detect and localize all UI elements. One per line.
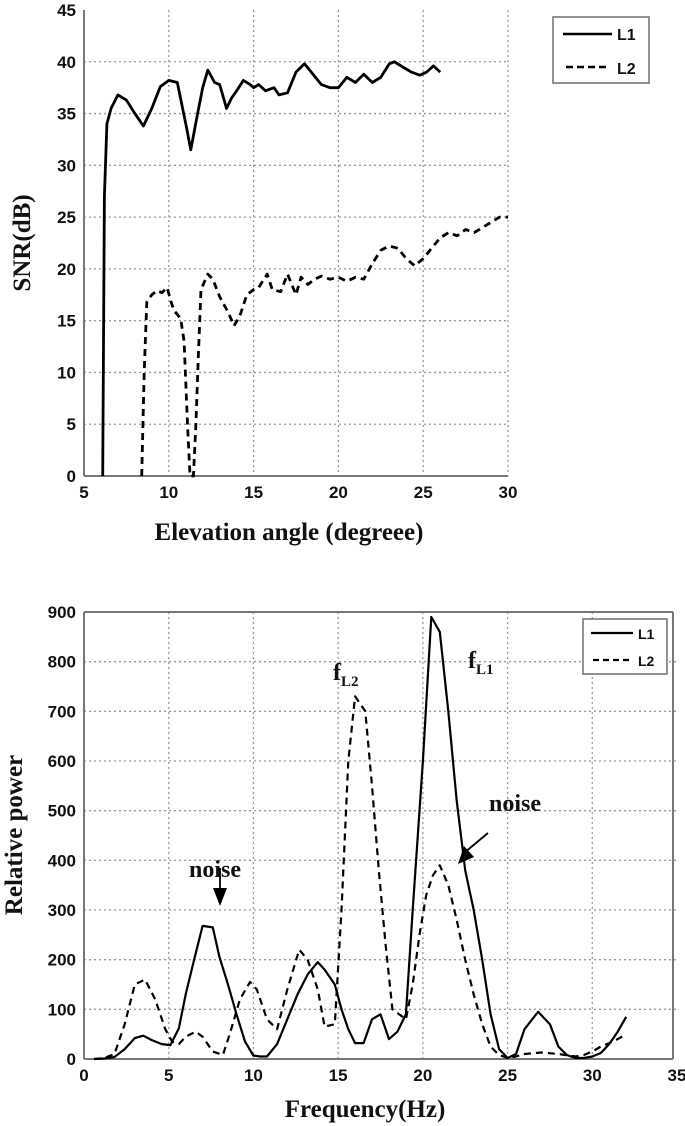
y-tick-label: 200 [48, 951, 76, 970]
y-tick-label: 5 [67, 415, 76, 434]
power-legend-l2: L2 [638, 653, 655, 669]
x-tick-label: 20 [329, 483, 348, 502]
y-tick-label: 100 [48, 1000, 76, 1019]
x-tick-label: 15 [329, 1066, 348, 1085]
x-tick-label: 25 [498, 1066, 517, 1085]
snr-legend-l1: L1 [617, 27, 636, 44]
snr-legend-l2: L2 [617, 61, 636, 78]
power-y-ticks: 0 100 200 300 400 500 600 700 800 900 [48, 603, 76, 1069]
y-tick-label: 10 [57, 363, 76, 382]
y-tick-label: 400 [48, 851, 76, 870]
arrow-diagonal-icon [458, 832, 489, 864]
snr-x-axis-label: Elevation angle (degreee) [155, 519, 424, 546]
y-tick-label: 800 [48, 653, 76, 672]
power-x-axis-label: Frequency(Hz) [285, 1096, 446, 1123]
y-tick-label: 0 [67, 467, 76, 486]
power-legend-box [582, 618, 668, 675]
power-x-ticks: 0 5 10 15 20 25 30 35 [79, 1066, 685, 1085]
power-legend-l1: L1 [638, 626, 655, 642]
x-tick-label: 25 [414, 483, 433, 502]
y-tick-label: 20 [57, 260, 76, 279]
power-series-l2 [94, 695, 627, 1061]
y-tick-label: 900 [48, 603, 76, 622]
snr-series-l1 [101, 60, 442, 477]
snr-y-ticks: 0 5 10 15 20 25 30 35 40 45 [57, 1, 76, 486]
x-tick-label: 35 [668, 1066, 685, 1085]
snr-x-ticks: 5 10 15 20 25 30 [79, 483, 517, 502]
x-tick-label: 10 [159, 483, 178, 502]
y-tick-label: 0 [67, 1050, 76, 1069]
x-tick-label: 30 [583, 1066, 602, 1085]
x-tick-label: 10 [244, 1066, 263, 1085]
y-tick-label: 35 [57, 105, 76, 124]
annotation-noise-right: noise [489, 791, 541, 817]
annotation-noise-left: noise [189, 857, 241, 883]
power-series-l1 [94, 615, 628, 1061]
snr-legend: L1 L2 [552, 16, 650, 84]
power-spectrum-chart: 0 100 200 300 400 500 600 700 800 900 0 5 10 15 20 25 3… [1, 603, 685, 1123]
snr-grid [84, 10, 509, 476]
y-tick-label: 700 [48, 702, 76, 721]
snr-plot-frame [84, 10, 508, 476]
y-tick-label: 500 [48, 802, 76, 821]
power-y-axis-label: Relative power [1, 755, 28, 915]
arrow-down-icon [213, 868, 227, 906]
y-tick-label: 15 [57, 312, 76, 331]
power-legend: L1 L2 [582, 618, 668, 675]
power-grid [84, 612, 677, 1059]
x-tick-label: 30 [499, 483, 518, 502]
x-tick-label: 15 [244, 483, 263, 502]
annotation-fl2: fL2 [333, 660, 359, 690]
x-tick-label: 5 [164, 1066, 173, 1085]
y-tick-label: 300 [48, 901, 76, 920]
y-tick-label: 45 [57, 1, 76, 20]
x-tick-label: 5 [79, 483, 88, 502]
y-tick-label: 30 [57, 156, 76, 175]
annotation-fl1: fL1 [468, 648, 494, 678]
y-tick-label: 25 [57, 208, 76, 227]
y-tick-label: 40 [57, 53, 76, 72]
x-tick-label: 20 [413, 1066, 432, 1085]
snr-y-axis-label: SNR(dB) [9, 194, 36, 291]
y-tick-label: 600 [48, 752, 76, 771]
snr-legend-box [552, 16, 650, 84]
x-tick-label: 0 [79, 1066, 88, 1085]
snr-series-l2 [140, 215, 508, 478]
